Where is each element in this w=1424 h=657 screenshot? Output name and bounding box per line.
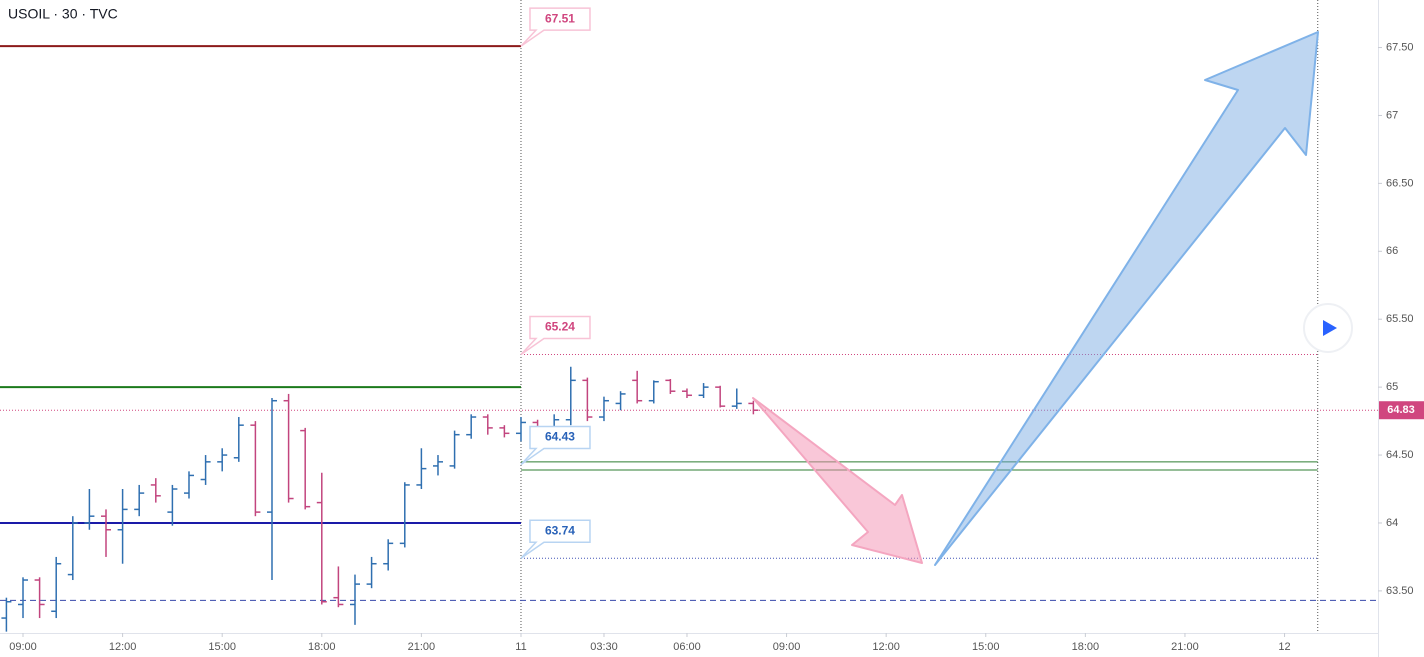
ohlc-bar (200, 455, 211, 485)
ohlc-bar (333, 566, 344, 608)
ohlc-bar (598, 396, 609, 422)
plot-area (0, 0, 1378, 633)
x-tick-label: 21:00 (1171, 641, 1199, 653)
ohlc-bar (582, 377, 593, 422)
ohlc-bar (266, 398, 277, 581)
y-tick-label: 66 (1386, 245, 1398, 257)
callout-label: 67.51 (545, 11, 575, 25)
ohlc-bar (366, 556, 377, 589)
x-tick-label: 18:00 (308, 641, 336, 653)
callout-box (520, 7, 591, 47)
ohlc-bar (167, 484, 178, 526)
ohlc-bar (615, 391, 626, 411)
x-tick-label: 12:00 (109, 641, 137, 653)
ohlc-bar (117, 489, 128, 564)
callout-label: 65.24 (545, 320, 575, 334)
y-tick-label: 67.50 (1386, 41, 1414, 53)
ohlc-bar (383, 539, 394, 571)
y-tick-label: 65.50 (1386, 313, 1414, 325)
ohlc-bar (250, 421, 261, 517)
ohlc-bar (748, 400, 759, 415)
callout-box (520, 519, 591, 559)
play-button[interactable] (1303, 303, 1353, 353)
ohlc-bar (698, 383, 709, 399)
y-tick-label: 66.50 (1386, 177, 1414, 189)
y-tick-label: 65 (1386, 381, 1398, 393)
ohlc-bar (515, 417, 526, 442)
ohlc-bar (183, 471, 194, 499)
ohlc-bar (499, 425, 510, 438)
ohlc-bar (648, 380, 659, 404)
ohlc-bar (300, 427, 311, 510)
play-icon[interactable] (1323, 320, 1337, 336)
ohlc-bar (84, 489, 95, 530)
down-arrow-drawing (752, 397, 923, 564)
ohlc-bar (681, 388, 692, 399)
ohlc-bar (432, 455, 443, 476)
ohlc-bar (482, 414, 493, 435)
x-tick-label: 09:00 (9, 641, 37, 653)
x-tick-label: 12 (1278, 641, 1290, 653)
ohlc-bar (466, 414, 477, 439)
x-tick-label: 15:00 (208, 641, 236, 653)
ohlc-bar (18, 577, 29, 619)
x-tick-label: 21:00 (408, 641, 436, 653)
ohlc-bar (449, 430, 460, 469)
callout-box (520, 425, 591, 466)
ohlc-bar (67, 516, 78, 581)
ohlc-bar (565, 366, 576, 426)
y-tick-label: 67 (1386, 109, 1398, 121)
ohlc-bar (399, 482, 410, 548)
x-tick-label: 06:00 (673, 641, 701, 653)
y-tick-label: 64.50 (1386, 449, 1414, 461)
x-tick-label: 03:30 (590, 641, 618, 653)
ohlc-bar (150, 478, 161, 503)
ohlc-bar (34, 577, 45, 619)
up-arrow-drawing (934, 31, 1319, 566)
y-tick-label: 64 (1386, 517, 1398, 529)
ohlc-bar (101, 509, 112, 557)
last-price-tag (1379, 401, 1424, 420)
ohlc-bar (731, 388, 742, 409)
ohlc-bar (715, 385, 726, 408)
ohlc-bar (233, 417, 244, 462)
callout-box (520, 315, 591, 356)
x-tick-label: 11 (515, 641, 526, 653)
callout-label: 63.74 (545, 523, 575, 537)
ohlc-bar (217, 448, 228, 472)
ohlc-bar (316, 472, 327, 605)
x-tick-label: 15:00 (972, 641, 1000, 653)
x-tick-label: 12:00 (872, 641, 900, 653)
chart-title: USOIL · 30 · TVC (8, 6, 118, 22)
ohlc-bar (416, 448, 427, 490)
ohlc-bar (665, 378, 676, 394)
ohlc-bar (51, 556, 62, 619)
x-tick-label: 18:00 (1072, 641, 1100, 653)
y-tick-label: 63.50 (1386, 585, 1414, 597)
ohlc-bar (349, 574, 360, 625)
last-price-label: 64.83 (1387, 404, 1415, 416)
ohlc-bar (283, 393, 294, 503)
ohlc-bar (632, 370, 643, 404)
ohlc-bar (134, 484, 145, 517)
x-tick-label: 09:00 (773, 641, 801, 653)
ohlc-bar (1, 597, 12, 632)
callout-label: 64.43 (545, 430, 575, 444)
